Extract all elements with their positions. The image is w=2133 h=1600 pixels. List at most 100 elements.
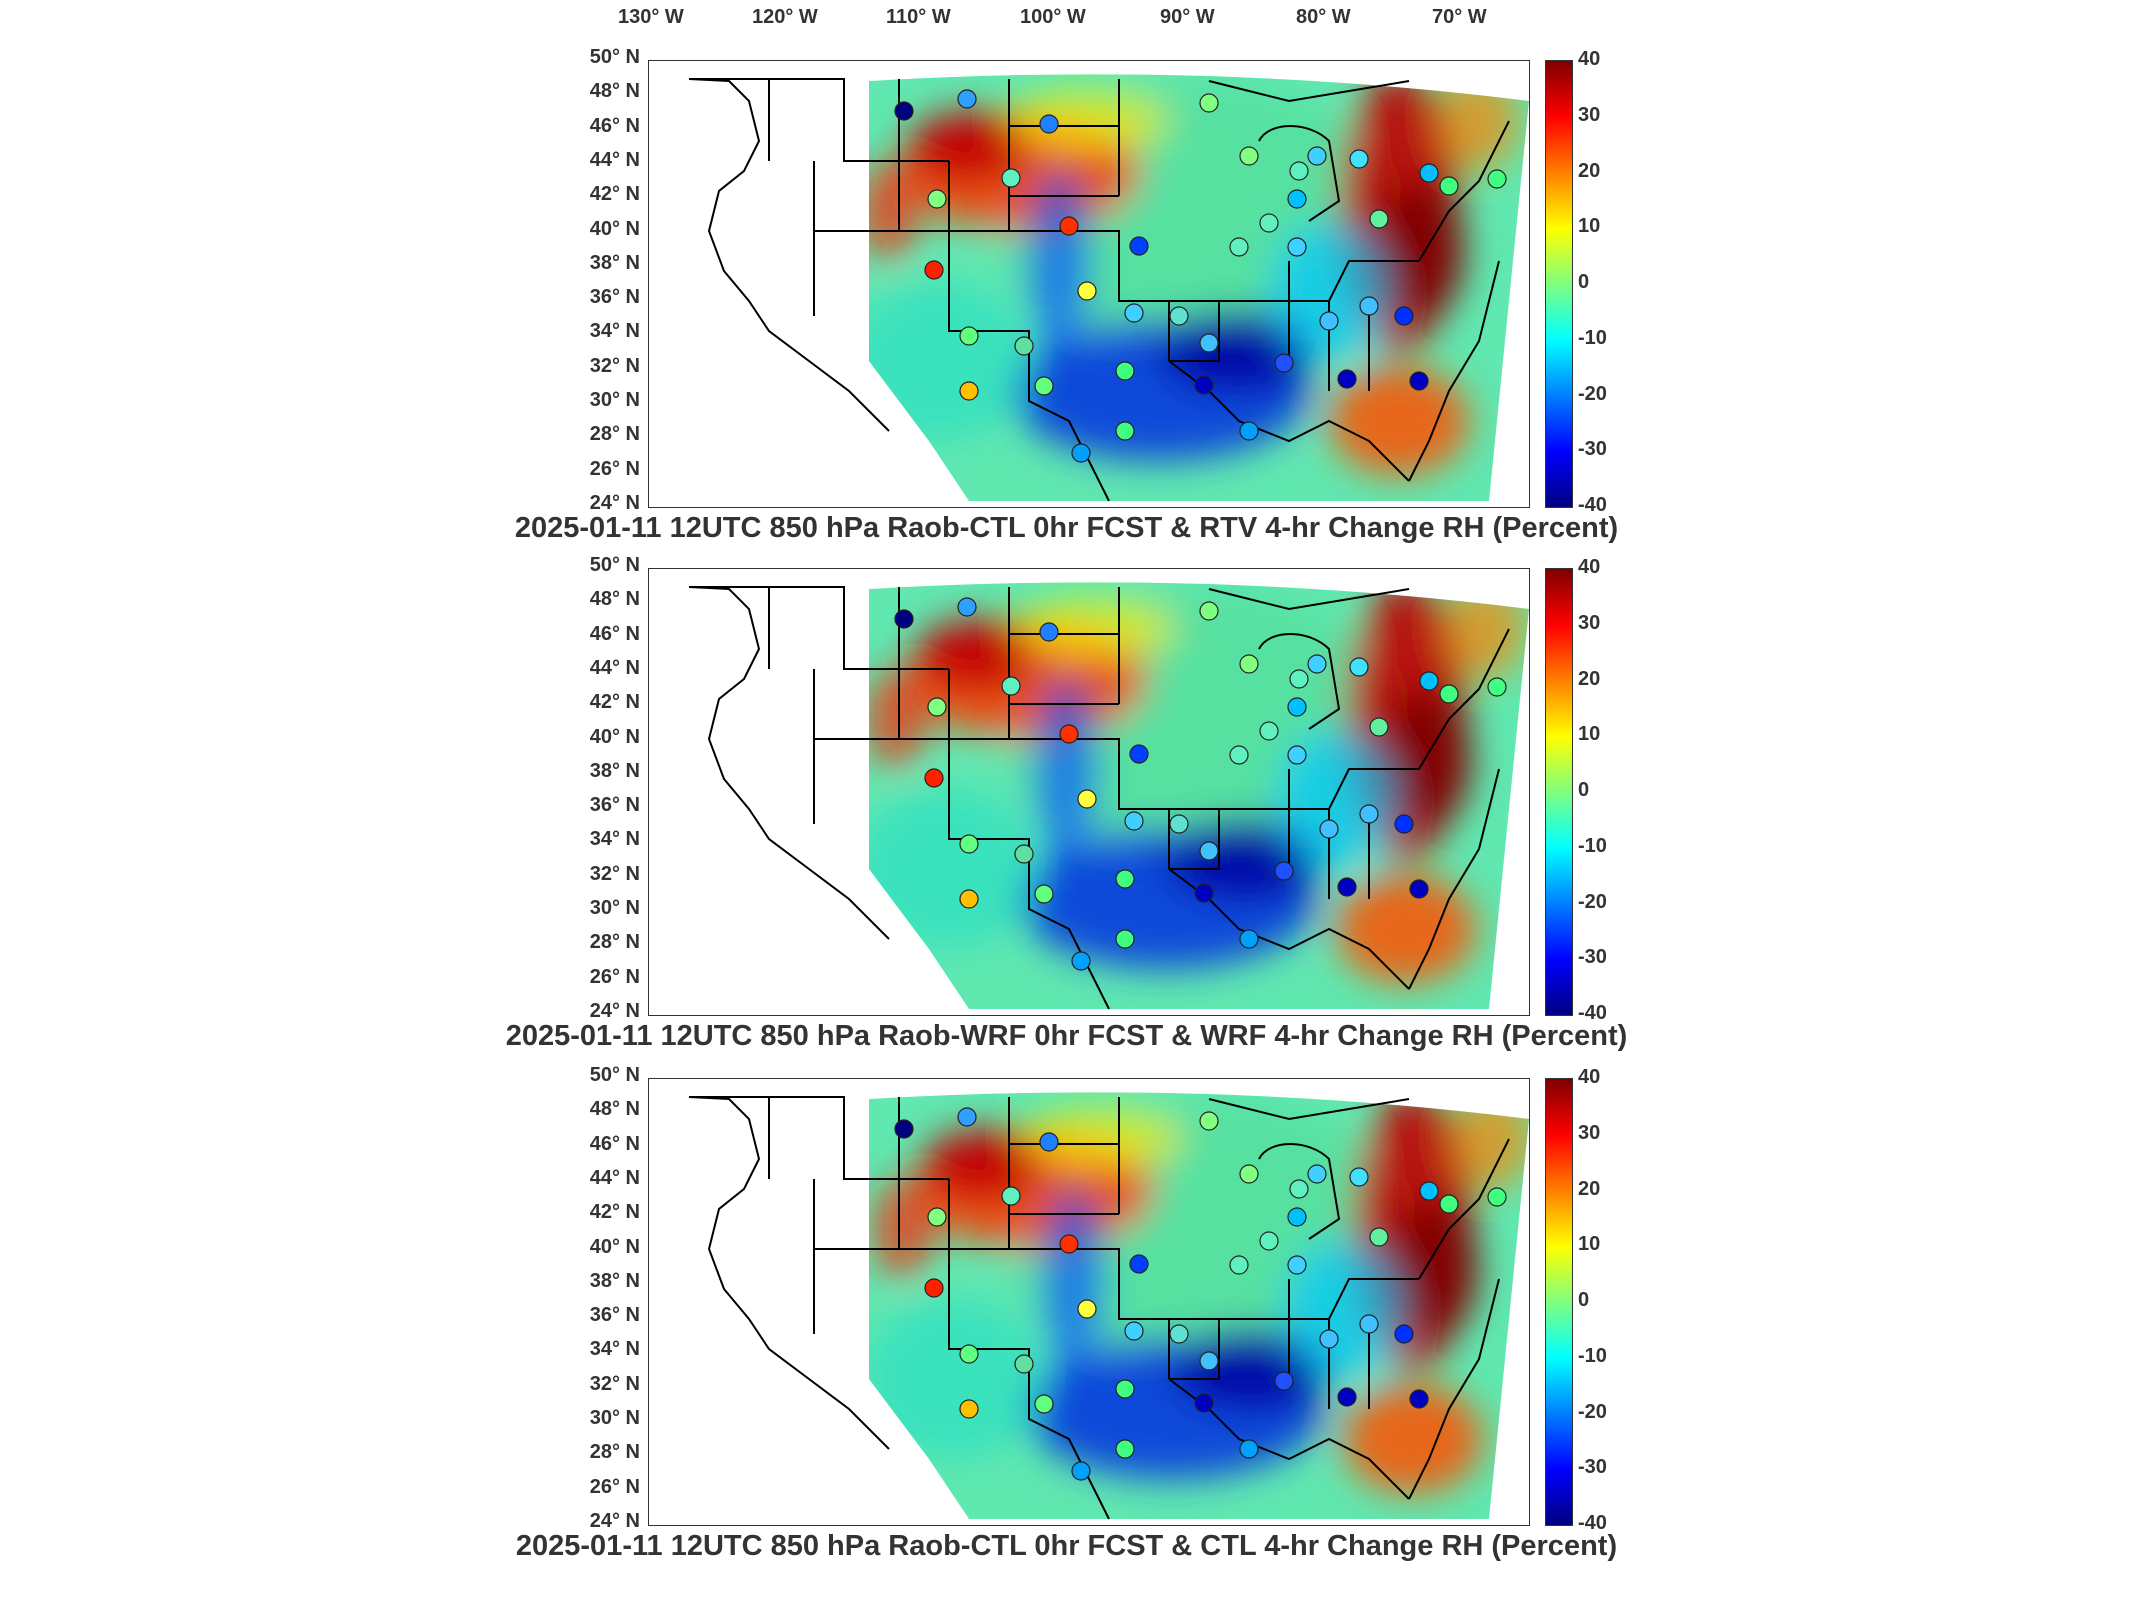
- field-blob: [1388, 1199, 1478, 1339]
- rh-change-field: [688, 1092, 1529, 1520]
- map-plot-area: [648, 1078, 1530, 1526]
- raob-station-marker: [1319, 1329, 1339, 1349]
- raob-station-marker: [1487, 169, 1507, 189]
- raob-station-marker: [1039, 622, 1059, 642]
- raob-station-marker: [1034, 1394, 1054, 1414]
- raob-station-marker: [1071, 443, 1091, 463]
- raob-station-marker: [1419, 1181, 1439, 1201]
- raob-station-marker: [1001, 1186, 1021, 1206]
- colorbar-tick-label: -40: [1578, 1512, 1607, 1534]
- state-boundary: [1258, 633, 1341, 730]
- lat-label: 46° N: [589, 114, 640, 137]
- lat-label: 30° N: [589, 1407, 640, 1430]
- colorbar-tick-label: 0: [1578, 779, 1590, 801]
- lat-label: 44° N: [589, 656, 640, 679]
- field-blob: [869, 789, 1036, 949]
- lat-label: 30° N: [589, 897, 640, 920]
- raob-station-marker: [1369, 209, 1389, 229]
- raob-station-marker: [1115, 929, 1135, 949]
- lat-label: 34° N: [589, 320, 640, 343]
- state-boundary: [1208, 1098, 1410, 1121]
- state-boundary: [1408, 1278, 1500, 1500]
- colorbar-tick-label: -30: [1578, 946, 1607, 969]
- raob-station-marker: [1274, 1371, 1294, 1391]
- raob-station-marker: [1337, 877, 1357, 897]
- raob-station-marker: [1239, 421, 1259, 441]
- raob-station-marker: [1001, 168, 1021, 188]
- raob-station-marker: [1077, 789, 1097, 809]
- state-boundary: [948, 669, 1110, 1010]
- state-boundary: [1219, 768, 1419, 810]
- state-boundary: [948, 161, 1110, 502]
- field-blob: [1016, 599, 1176, 659]
- state-boundary: [1119, 808, 1220, 870]
- field-blob: [1036, 679, 1096, 859]
- field-blob: [1276, 729, 1396, 869]
- raob-station-marker: [1239, 929, 1259, 949]
- lat-label: 46° N: [589, 1132, 640, 1155]
- raob-station-marker: [959, 1399, 979, 1419]
- raob-station-marker: [927, 697, 947, 717]
- panel-title: 2025-01-11 12UTC 850 hPa Raob-WRF 0hr FC…: [505, 1020, 1628, 1052]
- raob-station-marker: [1039, 114, 1059, 134]
- state-boundary: [1208, 80, 1410, 103]
- field-blob: [1173, 1329, 1333, 1409]
- raob-station-marker: [1071, 1461, 1091, 1481]
- raob-station-marker: [1307, 146, 1327, 166]
- state-boundary: [1119, 1318, 1220, 1380]
- raob-station-marker: [1129, 744, 1149, 764]
- raob-station-marker: [1071, 951, 1091, 971]
- raob-station-marker: [1239, 654, 1259, 674]
- state-boundary: [1258, 125, 1341, 222]
- raob-station-marker: [1487, 677, 1507, 697]
- raob-station-marker: [1199, 333, 1219, 353]
- raob-station-marker: [1287, 697, 1307, 717]
- panel-title: 2025-01-11 12UTC 850 hPa Raob-CTL 0hr FC…: [515, 1530, 1618, 1562]
- raob-station-marker: [1077, 281, 1097, 301]
- raob-station-marker: [1307, 1164, 1327, 1184]
- lat-label: 28° N: [589, 1441, 640, 1464]
- colorbar-tick-label: -40: [1578, 1002, 1607, 1024]
- state-boundary: [814, 668, 900, 740]
- lat-label: 30° N: [589, 389, 640, 412]
- lat-label: 48° N: [589, 588, 640, 611]
- colorbar-tick-label: -30: [1578, 438, 1607, 461]
- field-blob: [909, 111, 1029, 181]
- raob-station-marker: [1001, 676, 1021, 696]
- raob-station-marker: [1439, 684, 1459, 704]
- raob-station-marker: [1239, 1439, 1259, 1459]
- lat-label: 44° N: [589, 1166, 640, 1189]
- raob-station-marker: [1349, 1167, 1369, 1187]
- lat-label: 50° N: [589, 554, 640, 576]
- raob-station-marker: [1115, 1439, 1135, 1459]
- field-blob: [869, 1299, 1043, 1459]
- raob-station-marker: [1229, 745, 1249, 765]
- lat-label: 24° N: [589, 1510, 640, 1532]
- field-blob: [1446, 582, 1526, 679]
- raob-station-marker: [1259, 213, 1279, 233]
- raob-station-marker: [1349, 657, 1369, 677]
- colorbar-tick-label: 10: [1578, 1233, 1601, 1256]
- colorbar-tick-label: -20: [1578, 382, 1607, 405]
- colorbar-tick-label: 0: [1578, 271, 1590, 293]
- raob-station-marker: [1419, 671, 1439, 691]
- raob-station-marker: [1229, 1255, 1249, 1275]
- lat-label: 38° N: [589, 251, 640, 274]
- raob-station-marker: [959, 834, 979, 854]
- colorbar: [1545, 1078, 1573, 1526]
- raob-station-marker: [1169, 306, 1189, 326]
- state-boundary: [1219, 1278, 1419, 1320]
- raob-station-marker: [957, 597, 977, 617]
- raob-station-marker: [1059, 1234, 1079, 1254]
- raob-station-marker: [1239, 146, 1259, 166]
- raob-station-marker: [1199, 93, 1219, 113]
- raob-station-marker: [1274, 353, 1294, 373]
- raob-station-marker: [1194, 375, 1214, 395]
- raob-station-marker: [1115, 869, 1135, 889]
- lat-label: 44° N: [589, 148, 640, 171]
- raob-station-marker: [1169, 1324, 1189, 1344]
- raob-station-marker: [1359, 1314, 1379, 1334]
- state-boundary: [1408, 768, 1500, 990]
- raob-station-marker: [1199, 601, 1219, 621]
- raob-station-marker: [1199, 841, 1219, 861]
